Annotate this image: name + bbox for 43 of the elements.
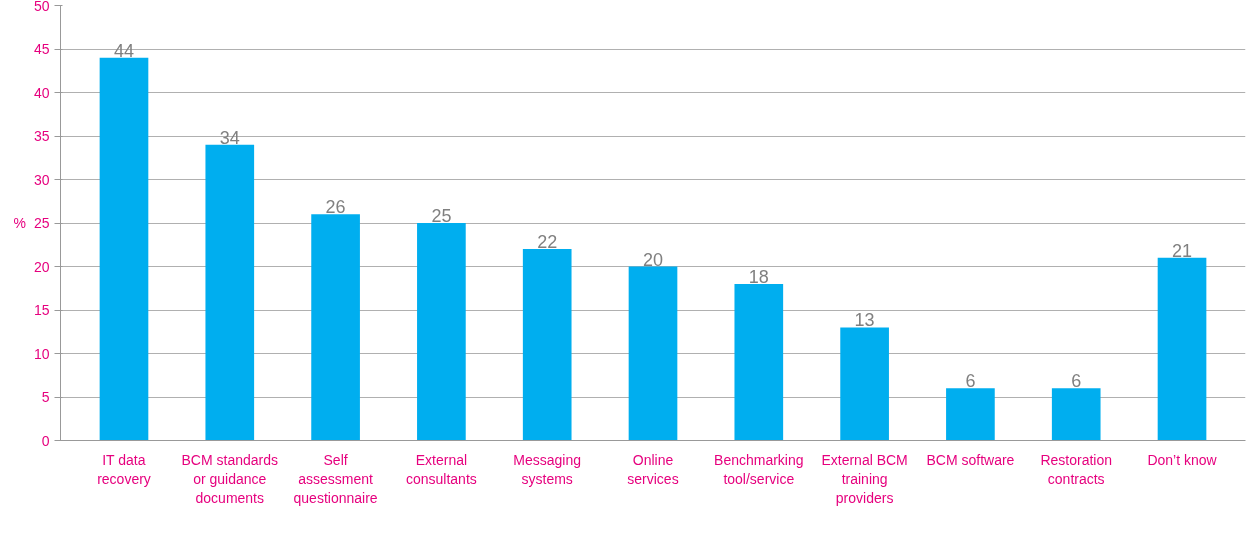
y-tick-label: 25 xyxy=(33,215,50,231)
x-tick-label: Self assessment questionnaire xyxy=(293,451,378,506)
x-tick-label: IT data recovery xyxy=(97,451,151,487)
y-tick-label: 30 xyxy=(33,171,50,188)
bar xyxy=(946,388,995,441)
y-tick-label: 45 xyxy=(33,41,50,57)
bar xyxy=(734,283,784,441)
y-tick-label: 50 xyxy=(33,0,50,14)
x-tick-label: BCM standards or guidance documents xyxy=(181,451,279,506)
bar xyxy=(417,223,466,441)
data-label: 26 xyxy=(325,197,346,218)
bar xyxy=(1157,257,1207,441)
x-tick-label: BCM software xyxy=(926,451,1015,468)
bar xyxy=(205,144,255,441)
y-axis-title: % xyxy=(13,215,26,231)
data-label: 6 xyxy=(1071,371,1082,392)
data-label: 25 xyxy=(431,206,452,226)
x-tick-label: External BCM training providers xyxy=(821,451,908,506)
x-tick-label: Online services xyxy=(627,451,679,487)
x-tick-label: Restoration contracts xyxy=(1040,451,1113,487)
y-tick-label: 20 xyxy=(33,258,50,275)
y-tick-label: 35 xyxy=(33,128,50,144)
y-tick-label: 5 xyxy=(41,389,50,405)
bar xyxy=(99,57,149,441)
y-tick-label: 0 xyxy=(41,432,50,449)
bar xyxy=(1051,388,1101,441)
bar xyxy=(311,214,360,441)
data-label: 22 xyxy=(537,232,558,253)
x-tick-label: Don’t know xyxy=(1147,451,1218,468)
data-label: 6 xyxy=(965,371,976,392)
data-label: 18 xyxy=(748,266,769,287)
bar xyxy=(628,266,678,441)
y-tick-label: 10 xyxy=(33,345,50,362)
y-tick-label: 15 xyxy=(33,302,50,318)
data-label: 13 xyxy=(854,310,875,331)
x-tick-label: Benchmarking tool/service xyxy=(714,451,804,487)
x-tick-label: Messaging systems xyxy=(513,451,582,487)
bar xyxy=(522,249,572,441)
y-tick-label: 40 xyxy=(33,84,50,101)
data-label: 21 xyxy=(1172,240,1193,261)
x-tick-label: External consultants xyxy=(405,451,477,487)
bar xyxy=(840,327,889,441)
data-label: 20 xyxy=(642,249,664,270)
